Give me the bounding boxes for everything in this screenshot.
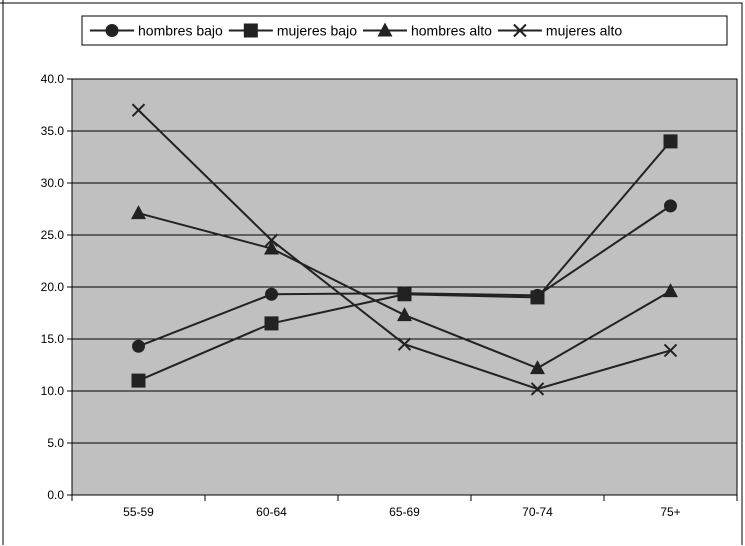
data-point: [131, 373, 146, 388]
y-tick-label: 35.0: [41, 124, 65, 138]
series-mujeres-alto: [131, 103, 678, 396]
legend-label: mujeres alto: [546, 23, 622, 39]
legend-label: hombres bajo: [138, 23, 223, 39]
data-point: [397, 287, 412, 302]
series-mujeres-bajo: [131, 134, 678, 388]
data-point: [663, 283, 678, 298]
data-point: [530, 290, 545, 305]
legend-item: hombres alto: [362, 22, 492, 39]
y-tick-label: 5.0: [47, 436, 64, 450]
y-axis: 0.0 5.0 10.0 15.0 20.0 25.0 30.0 35.0 40.0: [41, 72, 73, 502]
data-point: [264, 316, 279, 331]
series-layer: [131, 103, 678, 396]
data-point: [397, 307, 412, 322]
data-point: [264, 240, 279, 255]
legend-marker: [243, 23, 258, 38]
y-tick-label: 15.0: [41, 332, 65, 346]
data-point: [530, 360, 545, 375]
x-tick-label: 55-59: [123, 505, 154, 519]
legend-label: mujeres bajo: [277, 23, 357, 39]
x-axis: 55-59 60-64 65-69 70-74 75+: [71, 494, 738, 519]
legend-item: mujeres alto: [497, 23, 622, 39]
data-point: [530, 382, 545, 396]
data-point: [663, 343, 678, 358]
x-tick-label: 75+: [660, 505, 680, 519]
x-tick-label: 70-74: [522, 505, 553, 519]
series-hombres-alto: [131, 205, 678, 375]
data-point: [397, 337, 412, 351]
data-point: [131, 205, 146, 220]
data-point: [265, 287, 278, 301]
x-tick-label: 65-69: [389, 505, 420, 519]
legend-item: hombres bajo: [90, 23, 223, 39]
y-tick-label: 25.0: [41, 228, 65, 242]
legend: hombres bajo mujeres bajo hombres alto muje…: [81, 15, 728, 46]
data-point: [264, 233, 279, 247]
y-tick-label: 40.0: [41, 72, 65, 86]
y-tick-label: 0.0: [47, 488, 64, 502]
x-tick-label: 60-64: [256, 505, 287, 519]
legend-marker: [377, 22, 393, 37]
data-point: [664, 199, 677, 213]
y-tick-label: 30.0: [41, 176, 65, 190]
y-tick-label: 10.0: [41, 384, 65, 398]
legend-label: hombres alto: [411, 23, 492, 39]
data-point: [131, 103, 146, 117]
data-point: [132, 339, 145, 353]
y-tick-label: 20.0: [41, 280, 65, 294]
data-point: [663, 134, 678, 149]
legend-item: mujeres bajo: [228, 23, 357, 39]
legend-marker: [513, 23, 527, 38]
legend-items: hombres bajo mujeres bajo hombres alto muje…: [90, 22, 622, 39]
legend-marker: [105, 24, 119, 37]
